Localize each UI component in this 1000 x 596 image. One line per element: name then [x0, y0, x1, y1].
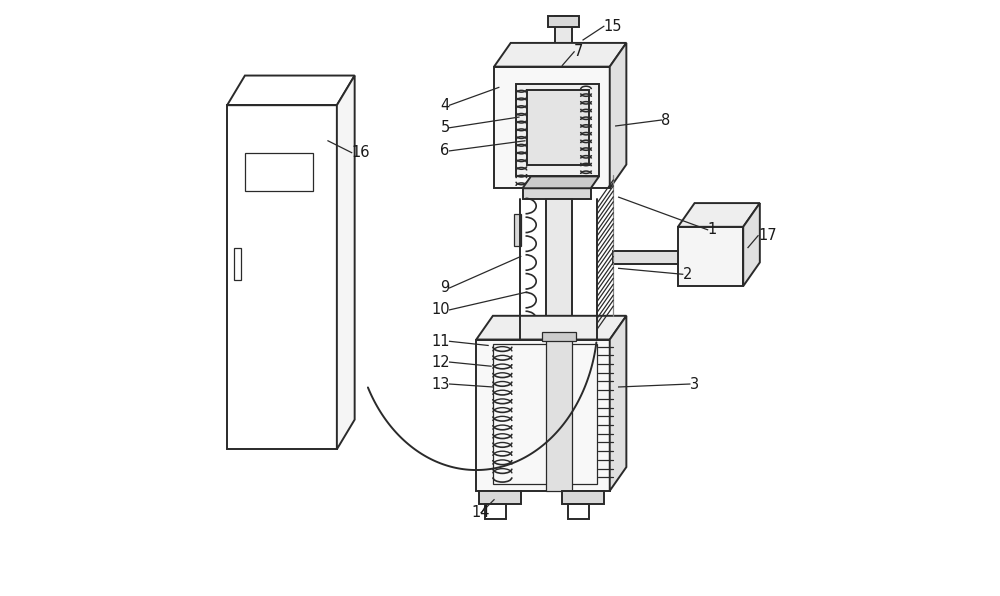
Text: 3: 3 — [690, 377, 699, 392]
Bar — [493, 344, 597, 484]
Polygon shape — [337, 76, 355, 449]
Text: 6: 6 — [440, 144, 450, 159]
Bar — [523, 188, 591, 199]
Text: 5: 5 — [440, 120, 450, 135]
Bar — [678, 227, 743, 286]
Bar — [562, 491, 604, 504]
Bar — [548, 16, 579, 27]
Text: 7: 7 — [574, 44, 584, 60]
Bar — [479, 491, 521, 504]
Bar — [613, 250, 678, 263]
Bar — [485, 504, 506, 519]
Polygon shape — [678, 203, 760, 227]
Polygon shape — [523, 176, 599, 188]
Text: 13: 13 — [431, 377, 450, 392]
Text: 2: 2 — [683, 267, 692, 282]
Text: 4: 4 — [440, 98, 450, 113]
Bar — [546, 199, 572, 340]
Bar — [555, 16, 572, 67]
Bar — [514, 214, 521, 246]
Polygon shape — [476, 316, 626, 340]
Text: 9: 9 — [440, 280, 450, 296]
Text: 8: 8 — [661, 113, 671, 128]
Text: 12: 12 — [431, 355, 450, 370]
Bar — [476, 340, 610, 491]
Text: 15: 15 — [604, 19, 622, 34]
Polygon shape — [610, 43, 626, 188]
Polygon shape — [494, 43, 626, 67]
Polygon shape — [610, 316, 626, 491]
Bar — [546, 340, 572, 491]
Bar — [568, 504, 589, 519]
Bar — [542, 333, 576, 342]
Bar — [234, 247, 241, 280]
Bar — [516, 85, 599, 176]
Bar — [245, 153, 313, 191]
Text: 17: 17 — [758, 228, 777, 243]
Bar — [227, 105, 337, 449]
Text: 14: 14 — [472, 505, 490, 520]
Text: 10: 10 — [431, 302, 450, 317]
Text: 11: 11 — [431, 334, 450, 349]
Text: 16: 16 — [352, 145, 370, 160]
Polygon shape — [743, 203, 760, 286]
Text: 1: 1 — [708, 222, 717, 237]
Bar — [494, 67, 610, 188]
Bar — [527, 91, 589, 164]
